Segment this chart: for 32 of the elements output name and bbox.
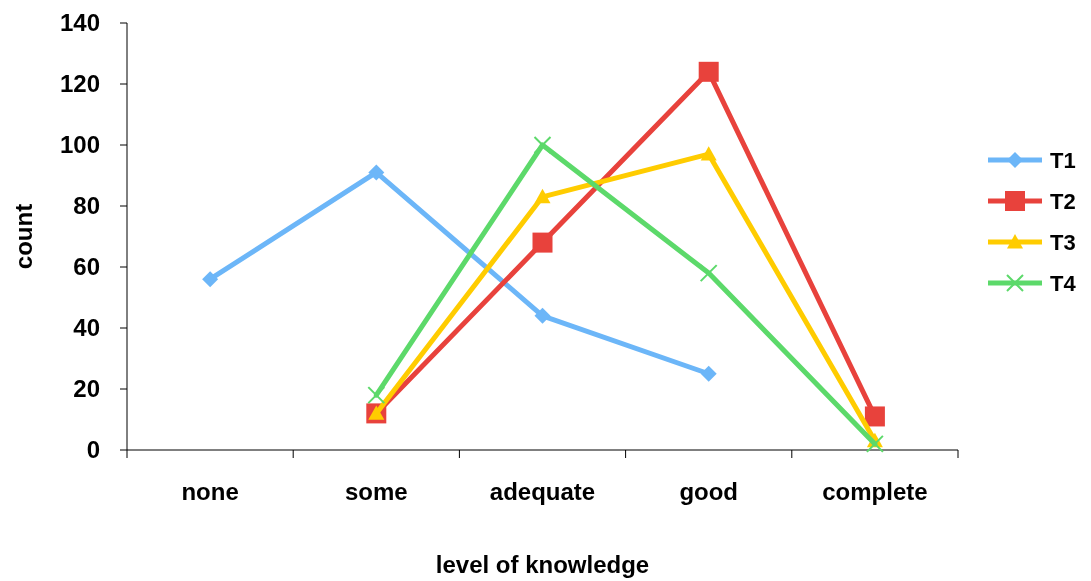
point — [700, 365, 717, 382]
point — [534, 307, 551, 324]
legend-label: T2 — [1050, 188, 1076, 214]
point — [700, 146, 717, 161]
point — [864, 406, 885, 427]
y-axis-title: count — [10, 203, 37, 270]
x-tick-label: some — [344, 478, 408, 505]
y-tick-label: 80 — [73, 192, 100, 220]
point — [698, 61, 719, 82]
x-tick-label: good — [679, 478, 739, 505]
x-tick-label: complete — [822, 478, 928, 505]
point — [699, 264, 718, 283]
point — [532, 232, 553, 253]
legend-label: T1 — [1050, 147, 1076, 173]
y-tick-label: 0 — [86, 436, 100, 464]
point — [368, 164, 385, 181]
y-tick-label: 20 — [73, 375, 100, 403]
point — [865, 434, 884, 453]
y-tick-label: 60 — [73, 253, 100, 281]
point — [534, 188, 551, 204]
point — [367, 386, 386, 405]
y-tick-label: 140 — [59, 9, 100, 37]
y-tick-label: 120 — [59, 70, 100, 98]
y-tick-label: 100 — [59, 131, 100, 159]
point — [533, 136, 552, 154]
x-tick-label: adequate — [489, 478, 596, 505]
point — [202, 271, 219, 288]
legend-label: T3 — [1050, 229, 1076, 255]
legend-label: T4 — [1050, 270, 1077, 296]
y-tick-label: 40 — [73, 314, 100, 342]
x-axis-title: level of knowledge — [435, 551, 650, 578]
x-tick-label: none — [181, 478, 239, 505]
